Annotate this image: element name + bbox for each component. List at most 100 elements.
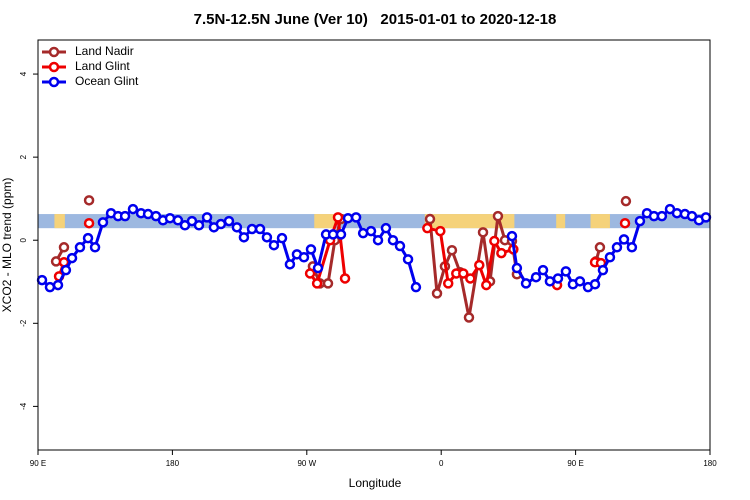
point (700, 212, 712, 223)
point (201, 212, 213, 223)
point (44, 281, 56, 293)
x-tick-label: 0 (439, 459, 444, 468)
point (589, 279, 601, 290)
x-tick-label: 90 E (30, 459, 46, 468)
y-tick-label: 0 (19, 237, 28, 242)
point (619, 217, 631, 229)
point (58, 242, 70, 253)
point (238, 232, 250, 243)
point (82, 232, 94, 244)
point (626, 242, 638, 253)
point (424, 213, 436, 225)
point (574, 276, 586, 287)
y-tick-label: -2 (19, 319, 28, 327)
point (489, 235, 500, 247)
point (97, 217, 109, 228)
y-tick-label: 2 (19, 154, 28, 159)
y-tick-label: -4 (19, 402, 28, 410)
point (312, 262, 324, 274)
point (463, 312, 475, 323)
point (268, 239, 280, 251)
point (544, 276, 556, 287)
point (597, 264, 609, 276)
point (89, 242, 101, 253)
point (365, 225, 377, 237)
land-region (556, 214, 566, 229)
point (119, 210, 131, 222)
land-region (424, 214, 515, 229)
land-region (54, 214, 65, 229)
point (604, 252, 616, 263)
x-tick-label: 180 (703, 459, 717, 468)
point (305, 244, 317, 255)
point (611, 242, 623, 253)
point (254, 223, 266, 235)
point (634, 215, 646, 227)
point (332, 212, 344, 223)
point (380, 222, 392, 234)
land-region (314, 214, 336, 229)
point (435, 225, 446, 237)
x-axis-label: Longitude (349, 476, 402, 490)
point (458, 268, 469, 279)
point (442, 278, 454, 289)
point (656, 210, 668, 222)
point (465, 273, 476, 284)
point (372, 234, 384, 246)
y-tick-label: 4 (19, 71, 28, 76)
point (620, 195, 632, 207)
point (127, 203, 139, 215)
point (215, 218, 227, 230)
point (36, 274, 48, 286)
point (52, 279, 64, 291)
point (298, 252, 310, 263)
x-tick-label: 180 (166, 459, 180, 468)
point (520, 278, 532, 289)
point (481, 279, 492, 291)
point (402, 254, 414, 265)
point (496, 247, 507, 259)
point (322, 278, 334, 289)
x-tick-label: 90 E (567, 459, 583, 468)
point (246, 223, 258, 235)
point (342, 212, 354, 224)
point (83, 195, 95, 206)
point (530, 271, 542, 283)
point (284, 259, 296, 270)
point (83, 217, 95, 229)
legend-marker (48, 76, 60, 88)
point (446, 244, 458, 256)
plot-frame (37, 39, 711, 451)
point (594, 242, 606, 253)
point (537, 264, 549, 276)
legend-label: Ocean Glint (75, 74, 139, 88)
point (394, 240, 406, 252)
point (350, 212, 362, 223)
point (311, 278, 323, 289)
legend-marker (48, 61, 60, 73)
point (261, 232, 273, 243)
legend-label: Land Nadir (75, 44, 134, 58)
point (506, 230, 518, 242)
point (74, 242, 86, 253)
x-tick-label: 90 W (297, 459, 316, 468)
point (618, 234, 630, 245)
point (477, 227, 489, 238)
point (66, 252, 78, 264)
point (172, 215, 184, 226)
point (431, 288, 443, 299)
point (304, 268, 316, 279)
point (560, 266, 572, 277)
legend-marker (48, 46, 60, 58)
point (474, 259, 485, 271)
chart-title: 7.5N-12.5N June (Ver 10) 2015-01-01 to 2… (194, 11, 557, 28)
point (492, 210, 504, 222)
point (511, 262, 523, 274)
y-axis-label: XCO2 - MLO trend (ppm) (0, 178, 14, 313)
point (552, 273, 564, 284)
point (193, 220, 205, 231)
land-region (590, 214, 610, 229)
legend-label: Land Glint (75, 59, 130, 73)
